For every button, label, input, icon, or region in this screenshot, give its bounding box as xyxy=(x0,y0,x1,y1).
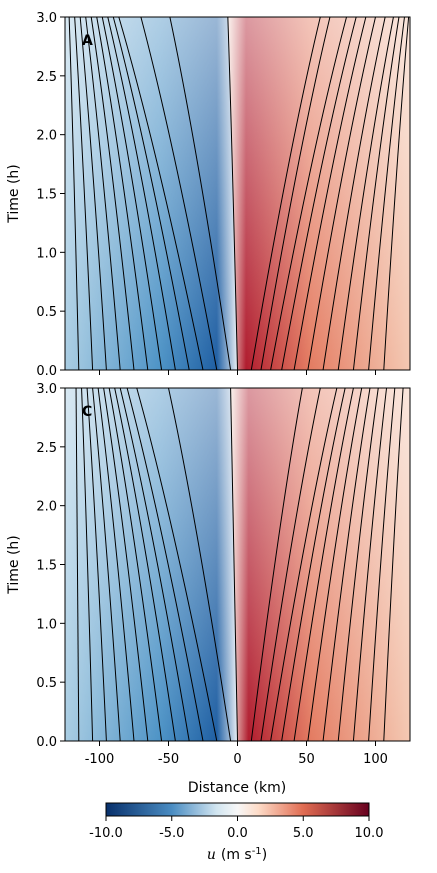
y-tick-label: 1.0 xyxy=(36,246,57,261)
y-tick-label: 0.5 xyxy=(36,676,57,691)
contour-line xyxy=(281,16,357,371)
contour-line xyxy=(79,16,107,371)
colorbar-ticks: -10.0 -5.0 0.0 5.0 10.0 xyxy=(89,816,383,841)
panel-a-field xyxy=(65,17,410,370)
x-tick-label: 100 xyxy=(363,752,388,767)
contour-line xyxy=(307,387,363,742)
colorbar-tick-label: 0.0 xyxy=(227,826,248,841)
y-tick-label: 3.0 xyxy=(36,11,57,26)
colorbar-gradient xyxy=(105,802,370,817)
colorbar-label-exponent: -1 xyxy=(252,846,262,857)
contour-line xyxy=(293,16,367,371)
colorbar-label-symbol: u xyxy=(207,847,216,863)
contour-line xyxy=(107,16,176,371)
panel-a-x-ticks xyxy=(99,370,376,375)
y-tick-label: 0.5 xyxy=(36,305,57,320)
contour-line xyxy=(86,387,107,742)
contour-line xyxy=(112,16,190,371)
y-tick-label: 0.0 xyxy=(36,735,57,750)
contour-line xyxy=(126,387,204,742)
panel-c-y-ticks: 0.0 0.5 1.0 1.5 2.0 2.5 3.0 xyxy=(36,382,65,750)
contour-line xyxy=(103,387,149,742)
colorbar-tick-label: -5.0 xyxy=(159,826,184,841)
contour-line xyxy=(293,387,354,742)
field-fade xyxy=(65,388,410,741)
y-tick-label: 2.0 xyxy=(36,500,57,515)
panel-a: A 0.0 0.5 1.0 1.5 2.0 2.5 3.0 Time (h) xyxy=(6,11,411,379)
y-tick-label: 1.5 xyxy=(36,559,57,574)
panel-a-y-axis-label: Time (h) xyxy=(6,164,22,224)
colorbar-tick-label: -10.0 xyxy=(89,826,123,841)
panel-c-y-axis-label: Time (h) xyxy=(6,535,22,595)
contour-line xyxy=(270,16,348,371)
x-axis-label: Distance (km) xyxy=(188,780,286,796)
field-fade xyxy=(65,17,410,370)
contour-line xyxy=(368,387,396,742)
contour-line xyxy=(81,387,94,742)
panel-c-field xyxy=(65,388,410,741)
colorbar: -10.0 -5.0 0.0 5.0 10.0 u (m s-1) xyxy=(89,802,383,863)
contour-line xyxy=(281,387,346,742)
contour-line xyxy=(307,16,376,371)
contour-line xyxy=(260,387,321,742)
y-tick-label: 2.5 xyxy=(36,441,57,456)
contour-line xyxy=(337,16,394,371)
panel-c-contours xyxy=(64,387,404,742)
contour-line xyxy=(352,387,388,742)
panel-c-x-ticks: -100 -50 0 50 100 xyxy=(85,741,388,767)
contour-line xyxy=(337,387,379,742)
contour-line xyxy=(383,387,404,742)
colorbar-label-units: (m s xyxy=(221,847,252,863)
contour-line xyxy=(322,16,386,371)
contour-line xyxy=(85,16,121,371)
contour-line xyxy=(168,387,232,742)
contour-line xyxy=(108,387,163,742)
contour-line xyxy=(114,387,176,742)
panel-c-label: C xyxy=(82,404,92,420)
contour-line xyxy=(230,387,238,742)
contour-line xyxy=(74,16,94,371)
y-tick-label: 3.0 xyxy=(36,382,57,397)
y-tick-label: 0.0 xyxy=(36,364,57,379)
contour-line xyxy=(101,16,163,371)
contour-line xyxy=(352,16,400,371)
contour-line xyxy=(250,16,321,371)
contour-line xyxy=(97,387,135,742)
contour-line xyxy=(118,16,204,371)
contour-line xyxy=(140,16,218,371)
x-tick-label: 0 xyxy=(233,752,241,767)
contour-line xyxy=(260,16,331,371)
contour-line xyxy=(322,387,371,742)
contour-line xyxy=(383,16,410,371)
contour-line xyxy=(250,387,303,742)
y-tick-label: 2.5 xyxy=(36,70,57,85)
contour-line xyxy=(90,16,135,371)
contour-line xyxy=(75,387,80,742)
y-tick-label: 1.0 xyxy=(36,617,57,632)
contour-line xyxy=(96,16,149,371)
panel-a-label: A xyxy=(82,33,93,49)
colorbar-label: u (m s-1) xyxy=(207,846,267,863)
contour-line xyxy=(169,16,232,371)
colorbar-label-close: ) xyxy=(262,847,267,863)
x-tick-label: -100 xyxy=(85,752,115,767)
contour-line xyxy=(68,16,80,371)
contour-line xyxy=(119,387,190,742)
contour-line xyxy=(136,387,218,742)
y-tick-label: 1.5 xyxy=(36,188,57,203)
panel-a-contours xyxy=(64,16,410,371)
panel-c: C 0.0 0.5 1.0 1.5 2.0 2.5 3.0 -100 -50 0 50 100 Ti… xyxy=(6,382,411,796)
contour-line xyxy=(368,16,405,371)
x-tick-label: 50 xyxy=(298,752,315,767)
colorbar-tick-label: 5.0 xyxy=(293,826,314,841)
colorbar-tick-label: 10.0 xyxy=(355,826,384,841)
contour-line xyxy=(92,387,121,742)
y-tick-label: 2.0 xyxy=(36,129,57,144)
panel-a-y-ticks: 0.0 0.5 1.0 1.5 2.0 2.5 3.0 xyxy=(36,11,65,379)
contour-line xyxy=(227,16,238,371)
contour-line xyxy=(270,387,338,742)
x-tick-label: -50 xyxy=(158,752,179,767)
